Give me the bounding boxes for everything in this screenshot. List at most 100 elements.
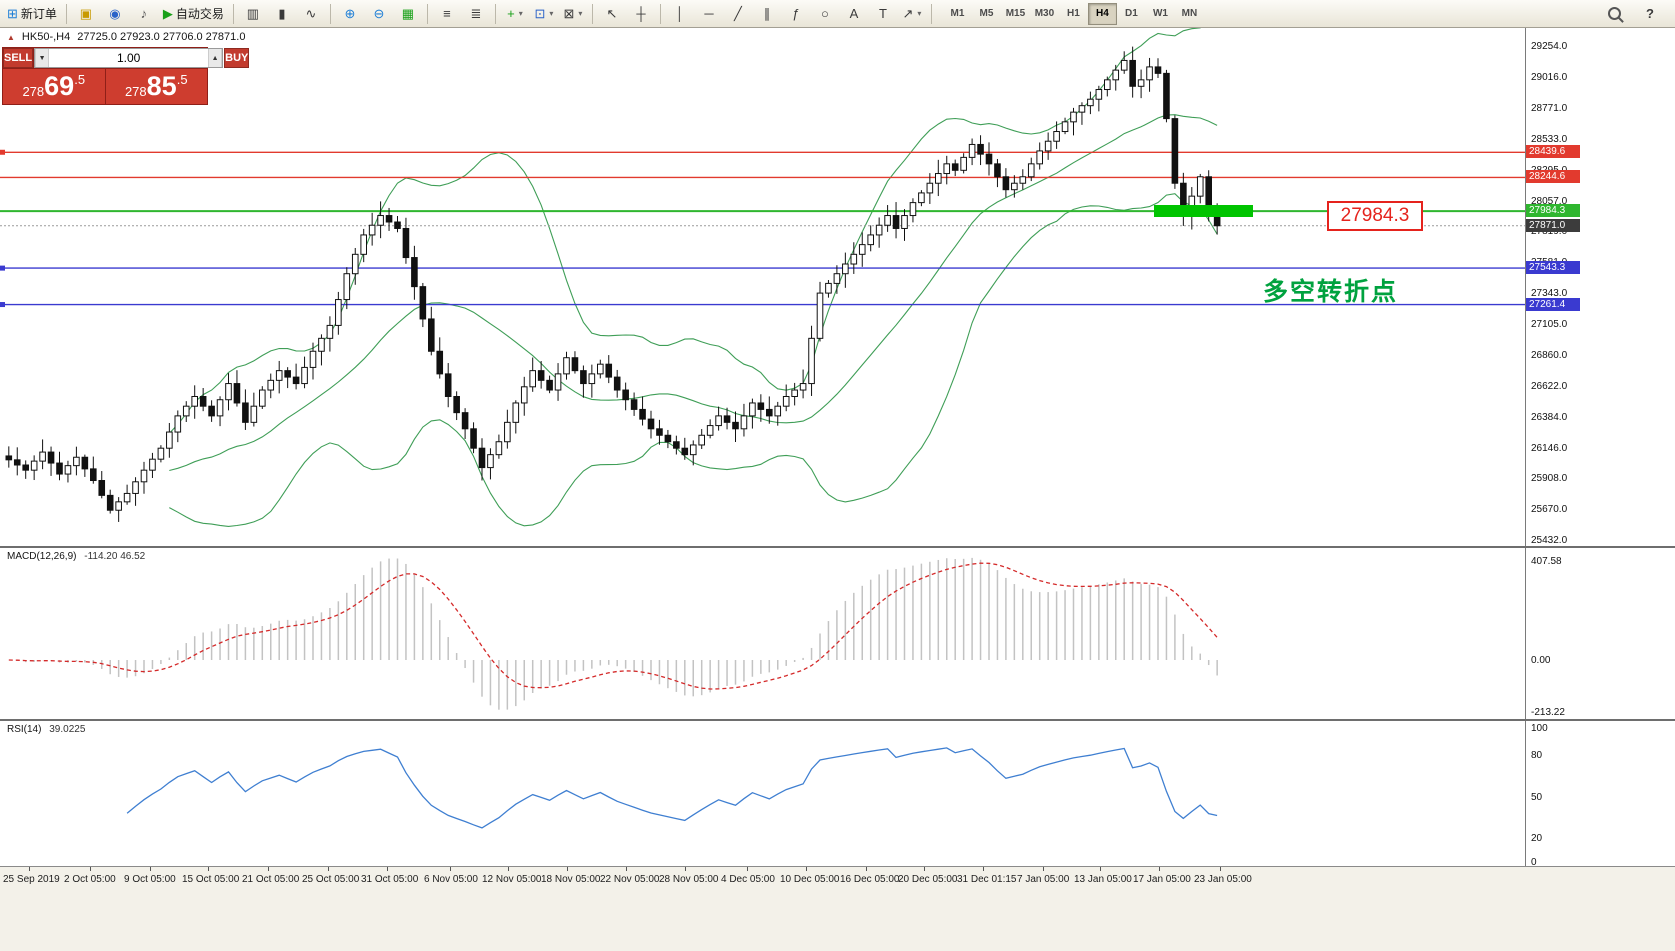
time-axis-tick <box>268 867 269 871</box>
rsi-label: RSI(14) <box>7 724 42 735</box>
main-toolbar: ⊞ 新订单 ▣ ◉ ♪ ▶ 自动交易 ▥ ▮ ∿ ⊕ ⊖ ▦ ≡ ≣ + ▾ ⊡ ▾ ⊠ ▾ ↖ ┼ │ ─ ╱ ∥ ƒ ○ A T ↗ ▾ M1… <box>0 0 1675 28</box>
navigator-icon: ⊡ <box>534 6 546 21</box>
label-button[interactable]: T <box>869 2 897 26</box>
arrange-windows-button[interactable]: ≡ <box>433 2 461 26</box>
search-icon <box>1607 7 1621 20</box>
rsi-axis-label: 0 <box>1531 857 1537 868</box>
time-axis-label: 22 Nov 05:00 <box>600 874 660 885</box>
tile-windows-button[interactable]: ▦ <box>394 2 422 26</box>
timeframe-m30[interactable]: M30 <box>1034 8 1055 19</box>
price-axis-label: 25908.0 <box>1531 473 1568 485</box>
price-tag: 27984.3 <box>1526 204 1580 218</box>
line-chart-style-button[interactable]: ∿ <box>297 2 325 26</box>
bar-chart-style-button[interactable]: ▥ <box>239 2 267 26</box>
candlestick-style-button[interactable]: ▮ <box>268 2 296 26</box>
cascade-windows-button[interactable]: ≣ <box>462 2 490 26</box>
market-watch-button[interactable]: ◉ <box>101 2 129 26</box>
time-axis-tick <box>1220 867 1221 871</box>
shapes-icon: ○ <box>821 6 829 21</box>
time-axis-label: 4 Dec 05:00 <box>721 874 775 885</box>
vertical-line-button[interactable]: │ <box>666 2 694 26</box>
time-axis-label: 20 Dec 05:00 <box>898 874 958 885</box>
channel-button[interactable]: ∥ <box>753 2 781 26</box>
search-button[interactable] <box>1600 2 1628 26</box>
sell-price[interactable]: 278 69.5 <box>3 69 105 104</box>
toolbar-separator <box>426 3 428 24</box>
buy-price[interactable]: 278 85.5 <box>105 69 207 104</box>
timeframe-m1[interactable]: M1 <box>950 8 965 19</box>
navigator-button[interactable]: ⊡ ▾ <box>530 2 558 26</box>
price-axis-label: 26384.0 <box>1531 411 1568 423</box>
candlestick-style-icon: ▮ <box>278 6 286 21</box>
price-tag: 27871.0 <box>1526 218 1580 232</box>
timeframe-h4[interactable]: H4 <box>1087 2 1117 25</box>
chart-title-bar: ▲ HK50-,H4 27725.0 27923.0 27706.0 27871… <box>7 31 245 43</box>
time-axis-label: 13 Jan 05:00 <box>1074 874 1132 885</box>
rsi-value: 39.0225 <box>49 724 86 735</box>
horizontal-line-button[interactable]: ─ <box>695 2 723 26</box>
dropdown-caret-icon: ▾ <box>578 9 583 18</box>
help-button[interactable]: ? <box>1636 2 1664 26</box>
cursor-button[interactable]: ↖ <box>598 2 626 26</box>
trendline-icon: ╱ <box>734 6 742 21</box>
macd-axis-label: 0.00 <box>1531 655 1551 666</box>
time-axis-tick <box>983 867 984 871</box>
sell-button[interactable]: SELL <box>3 48 34 68</box>
price-axis-label: 25432.0 <box>1531 535 1568 546</box>
trendline-button[interactable]: ╱ <box>724 2 752 26</box>
time-axis-label: 16 Dec 05:00 <box>840 874 900 885</box>
timeframe-m15[interactable]: M15 <box>1005 8 1026 19</box>
indicators-button[interactable]: + ▾ <box>501 2 529 26</box>
time-axis-label: 31 Oct 05:00 <box>361 874 419 885</box>
zoom-in-icon: ⊕ <box>344 6 356 21</box>
time-axis-label: 7 Jan 05:00 <box>1017 874 1070 885</box>
autotrading-button[interactable]: ▶ 自动交易 <box>159 2 228 26</box>
toolbar-separator <box>930 3 932 24</box>
zoom-in-button[interactable]: ⊕ <box>336 2 364 26</box>
new-order-button[interactable]: ⊞ 新订单 <box>3 2 61 26</box>
toolbar-separator <box>591 3 593 24</box>
alerts-button[interactable]: ♪ <box>130 2 158 26</box>
shapes-button[interactable]: ○ <box>811 2 839 26</box>
new-order-button-label: 新订单 <box>20 7 57 21</box>
macd-pane-label: MACD(12,26,9) -114.20 46.52 <box>7 551 145 562</box>
time-axis-tick <box>29 867 30 871</box>
macd-values: -114.20 46.52 <box>84 551 146 562</box>
volume-stepper: ▼ ▲ <box>34 48 224 68</box>
text-button[interactable]: A <box>840 2 868 26</box>
charts-window-button[interactable]: ▣ <box>72 2 100 26</box>
price-callout-label[interactable]: 27984.3 <box>1327 201 1423 231</box>
time-axis-tick <box>626 867 627 871</box>
price-axis-label: 29254.0 <box>1531 41 1568 52</box>
timeframe-mn[interactable]: MN <box>1181 8 1198 19</box>
volume-increase-button[interactable]: ▲ <box>208 49 223 67</box>
toolbar-separator <box>329 3 331 24</box>
timeframe-d1[interactable]: D1 <box>1125 8 1138 19</box>
arrows-button[interactable]: ↗ ▾ <box>898 2 926 26</box>
zoom-out-button[interactable]: ⊖ <box>365 2 393 26</box>
buy-button[interactable]: BUY <box>224 48 250 68</box>
highlight-rectangle[interactable] <box>1154 205 1253 218</box>
templates-button[interactable]: ⊠ ▾ <box>559 2 587 26</box>
toolbar-separator <box>659 3 661 24</box>
time-axis-label: 28 Nov 05:00 <box>659 874 719 885</box>
timeframe-m5[interactable]: M5 <box>979 8 994 19</box>
price-axis-label: 25670.0 <box>1531 504 1568 516</box>
timeframe-h1[interactable]: H1 <box>1067 8 1080 19</box>
time-axis-tick <box>208 867 209 871</box>
dropdown-caret-icon: ▾ <box>518 9 523 18</box>
timeframe-w1[interactable]: W1 <box>1152 8 1168 19</box>
price-axis[interactable]: 29254.0 29016.0 28771.0 28533.0 28295.0 28057… <box>1525 28 1675 868</box>
price-axis-label: 27105.0 <box>1531 318 1568 330</box>
rsi-axis-label: 80 <box>1531 750 1543 762</box>
pane-separator-macd[interactable] <box>0 546 1675 548</box>
time-axis[interactable]: 25 Sep 2019 2 Oct 05:00 9 Oct 05:00 15 Oct … <box>0 866 1675 951</box>
chart-canvas[interactable] <box>0 0 1525 890</box>
crosshair-button[interactable]: ┼ <box>627 2 655 26</box>
turning-point-annotation[interactable]: 多空转折点 <box>1263 278 1399 306</box>
volume-input[interactable] <box>49 49 209 67</box>
volume-decrease-button[interactable]: ▼ <box>35 49 50 67</box>
fibonacci-button[interactable]: ƒ <box>782 2 810 26</box>
pane-separator-rsi[interactable] <box>0 719 1675 721</box>
chevron-down-icon: ▼ <box>38 54 46 62</box>
